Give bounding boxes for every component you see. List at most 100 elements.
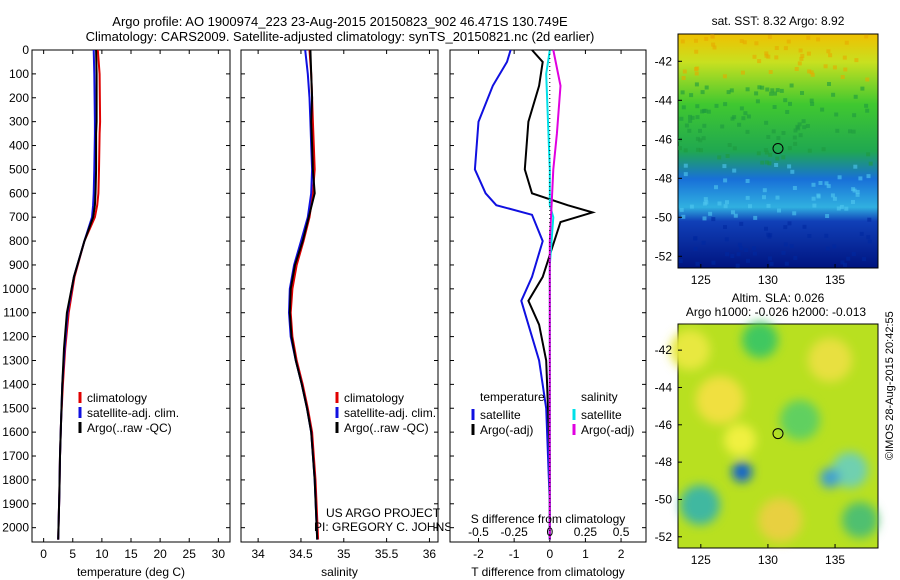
map-pixel	[775, 156, 780, 161]
map-pixel	[832, 244, 837, 249]
x-tick-label: -2	[473, 547, 484, 561]
map-pixel	[737, 242, 742, 247]
map-pixel	[703, 108, 708, 113]
map-pixel	[867, 217, 872, 222]
map-pixel	[805, 124, 810, 128]
map-pixel	[806, 51, 811, 56]
map-pixel	[762, 195, 766, 200]
y-tick-label: 0	[22, 43, 29, 57]
map-pixel	[683, 148, 688, 153]
y-tick-label: 1700	[2, 449, 29, 463]
map-pixel	[752, 251, 757, 256]
y-tick-label: -44	[655, 93, 673, 107]
map-pixel	[730, 254, 735, 258]
map-pixel	[775, 195, 780, 200]
map-pixel	[681, 214, 686, 219]
map-pixel	[684, 123, 689, 128]
legend-label: climatology	[344, 391, 404, 405]
y-tick-label: -42	[655, 54, 673, 68]
map-pixel	[768, 70, 773, 74]
map-blob	[696, 376, 744, 424]
y-tick-label: 900	[9, 258, 29, 272]
map-pixel	[781, 250, 786, 255]
map-pixel	[706, 109, 711, 114]
x-tick-label: 34	[251, 547, 265, 561]
legend-label: Argo(-adj)	[480, 423, 533, 437]
map-pixel	[783, 46, 788, 51]
map-pixel	[770, 88, 775, 93]
map-pixel	[852, 113, 857, 118]
map-pixel	[760, 160, 765, 165]
map-pixel	[702, 216, 707, 221]
map-pixel	[806, 35, 811, 40]
series-line	[523, 49, 597, 540]
map-pixel	[798, 48, 803, 53]
map-pixel	[745, 195, 750, 200]
map-pixel	[736, 252, 741, 257]
map-blob	[680, 485, 720, 525]
map-pixel	[768, 152, 773, 157]
map-pixel	[860, 86, 865, 91]
map-pixel	[851, 129, 856, 134]
map-pixel	[784, 261, 789, 266]
x-tick-label: 125	[691, 553, 711, 567]
map-pixel	[732, 115, 737, 120]
map-pixel	[832, 196, 837, 201]
map-pixel	[744, 248, 749, 252]
map-pixel	[783, 225, 788, 230]
chart-title-line1: Argo profile: AO 1900974_223 23-Aug-2015…	[112, 14, 568, 29]
map-pixel	[764, 226, 768, 231]
x-axis-label: salinity	[321, 565, 358, 579]
map-pixel	[711, 260, 716, 265]
map-pixel	[811, 182, 816, 187]
map-pixel	[787, 221, 792, 226]
map-pixel	[781, 155, 786, 160]
map-pixel	[866, 152, 871, 157]
map-pixel	[774, 55, 779, 60]
annotation-project: US ARGO PROJECT	[326, 506, 441, 520]
map-pixel	[694, 82, 699, 87]
plot-frame	[240, 49, 439, 543]
map-pixel	[722, 164, 727, 169]
map-pixel	[753, 215, 758, 220]
map-pixel	[739, 221, 744, 226]
map-blob	[832, 452, 868, 488]
map-pixel	[816, 37, 821, 42]
map-pixel	[696, 147, 701, 152]
y-tick-label: 500	[9, 162, 29, 176]
map-blobs	[670, 322, 878, 542]
map-pixel	[690, 115, 695, 120]
map-pixel	[792, 135, 797, 140]
map-pixel	[704, 36, 709, 41]
y-tick-label: 100	[9, 67, 29, 81]
y-tick-label: 1800	[2, 473, 29, 487]
map-pixel	[720, 124, 725, 129]
map-pixel	[727, 143, 732, 147]
series-line	[57, 49, 98, 540]
map-pixel	[681, 76, 686, 80]
y-tick-label: 1000	[2, 282, 29, 296]
x-axis-label: T difference from climatology	[471, 565, 625, 579]
x-tick-label: 2	[618, 547, 625, 561]
map-pixel	[827, 82, 831, 86]
x-tick-label: 30	[212, 547, 226, 561]
map-pixel	[698, 138, 703, 143]
map-pixel	[816, 193, 821, 198]
map-pixel	[742, 40, 747, 45]
map-pixel	[807, 69, 812, 74]
map-pixel	[725, 200, 729, 205]
map-pixel	[776, 136, 781, 141]
map-pixel	[702, 123, 707, 128]
y-tick-label: 800	[9, 234, 29, 248]
x-tick-label: 36	[423, 547, 437, 561]
map-pixel	[788, 101, 792, 106]
map-pixel	[764, 150, 769, 155]
argo-position-marker	[772, 428, 784, 440]
map-pixel	[678, 146, 682, 151]
map-blob	[742, 322, 778, 358]
map-pixel	[809, 98, 814, 103]
y-tick-label: 1600	[2, 425, 29, 439]
map-pixel	[755, 99, 760, 104]
map-pixel	[864, 103, 869, 108]
map-pixel	[739, 39, 744, 43]
